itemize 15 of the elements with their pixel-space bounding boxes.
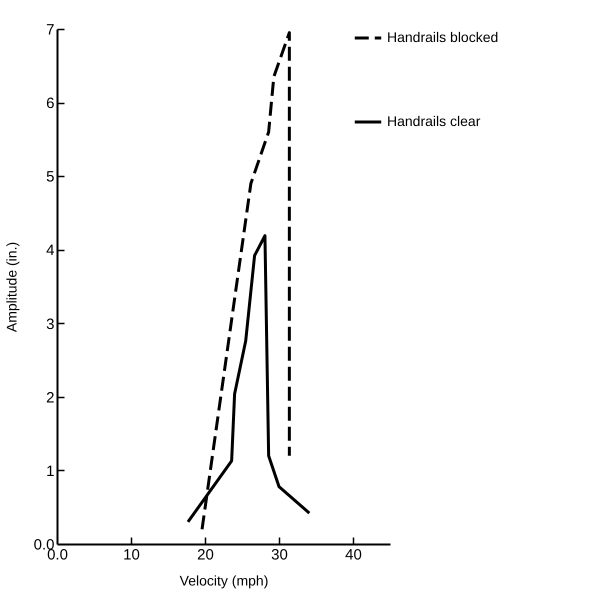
y-tick-label: 5 [46,168,54,186]
legend-label: Handrails clear [387,113,481,129]
y-tick-label: 1 [46,462,54,480]
legend-label: Handrails blocked [387,29,498,45]
y-tick-label: 3 [46,316,54,333]
y-tick-label: 7 [46,22,54,38]
x-tick-label: 40 [345,546,362,564]
y-axis-title: Amplitude (in.) [4,242,20,332]
x-axis-title: Velocity (mph) [180,572,268,588]
y-tick-label: 6 [46,95,54,112]
y-tick-label: 2 [46,389,54,406]
x-tick-label: 20 [197,546,214,564]
y-tick-label: 4 [46,242,54,260]
x-tick-label: 10 [123,546,140,564]
x-tick-label: 30 [271,546,288,564]
